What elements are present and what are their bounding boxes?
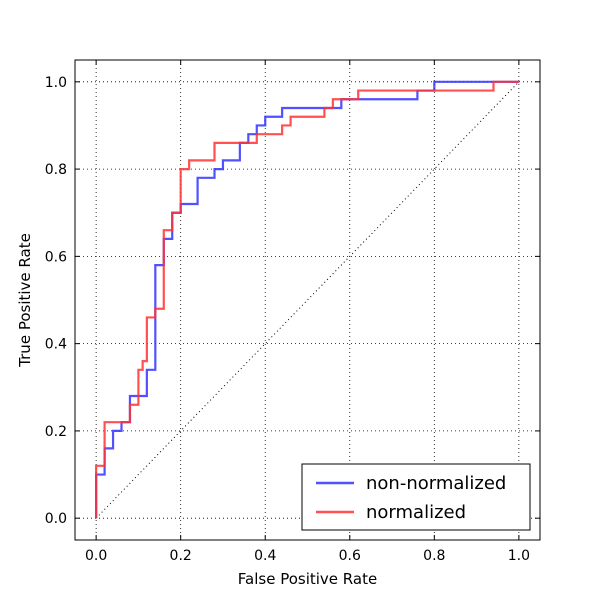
y-tick-label: 0.2 <box>45 424 67 440</box>
legend-label-normalized: normalized <box>366 502 466 523</box>
y-tick-label: 0.6 <box>45 249 67 265</box>
series-line-normalized <box>95 80 519 519</box>
x-tick-label: 0.4 <box>254 548 276 564</box>
ticks: 0.0 0.2 0.4 0.6 0.8 1.0 0.0 0.2 0.4 0.6 0.8 1.0 <box>45 60 540 564</box>
y-tick-label: 0.4 <box>45 337 67 353</box>
series-layer <box>95 80 519 519</box>
y-tick-label: 0.8 <box>45 162 67 178</box>
y-tick-label: 1.0 <box>45 75 67 91</box>
y-axis-label: True Positive Rate <box>16 233 34 368</box>
x-tick-label: 0.8 <box>423 548 445 564</box>
x-tick-label: 0.0 <box>85 548 107 564</box>
plot-frame <box>74 59 541 541</box>
chance-line-layer <box>95 81 520 519</box>
chance-diagonal-line <box>95 81 520 519</box>
y-tick-label: 0.0 <box>45 511 67 527</box>
legend-box <box>301 463 531 531</box>
legend: non-normalized normalized <box>301 463 531 531</box>
x-tick-label: 0.2 <box>170 548 192 564</box>
x-axis-label: False Positive Rate <box>238 570 377 588</box>
x-tick-label: 1.0 <box>508 548 530 564</box>
x-tick-label: 0.6 <box>339 548 361 564</box>
legend-label-non-normalized: non-normalized <box>366 473 506 494</box>
